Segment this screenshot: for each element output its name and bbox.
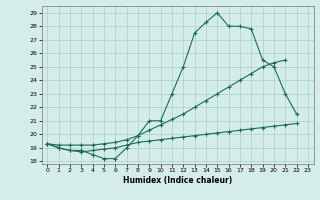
X-axis label: Humidex (Indice chaleur): Humidex (Indice chaleur) bbox=[123, 176, 232, 185]
